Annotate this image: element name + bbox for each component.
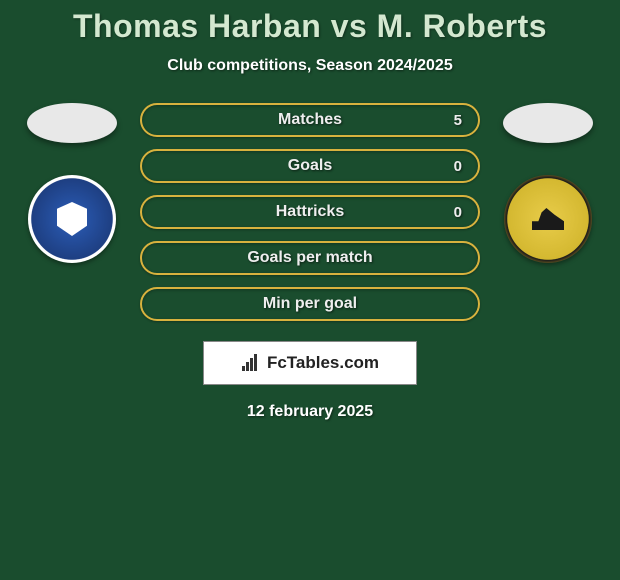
subtitle: Club competitions, Season 2024/2025 [167,57,452,75]
stat-label: Hattricks [276,203,344,221]
right-player-col [498,103,598,263]
stat-label: Goals per match [247,249,372,267]
left-player-col [22,103,122,263]
stat-row-min-per-goal: Min per goal [140,287,480,321]
main-row: Matches 5 Goals 0 Hattricks 0 Goals per … [0,103,620,321]
left-club-badge [28,175,116,263]
stat-row-goals: Goals 0 [140,149,480,183]
stat-row-goals-per-match: Goals per match [140,241,480,275]
bars-icon [241,354,261,372]
page-title: Thomas Harban vs M. Roberts [73,8,547,45]
right-avatar [503,103,593,143]
date-text: 12 february 2025 [247,403,373,421]
stat-label: Goals [288,157,332,175]
brand-text: FcTables.com [267,353,379,373]
stat-row-hattricks: Hattricks 0 [140,195,480,229]
brand-watermark: FcTables.com [203,341,417,385]
comparison-card: Thomas Harban vs M. Roberts Club competi… [0,0,620,421]
right-club-badge [504,175,592,263]
left-avatar [27,103,117,143]
stat-value-right: 0 [454,158,462,175]
stat-label: Matches [278,111,342,129]
stat-value-right: 0 [454,204,462,221]
stat-value-right: 5 [454,112,462,129]
stat-row-matches: Matches 5 [140,103,480,137]
stat-label: Min per goal [263,295,357,313]
stats-column: Matches 5 Goals 0 Hattricks 0 Goals per … [140,103,480,321]
